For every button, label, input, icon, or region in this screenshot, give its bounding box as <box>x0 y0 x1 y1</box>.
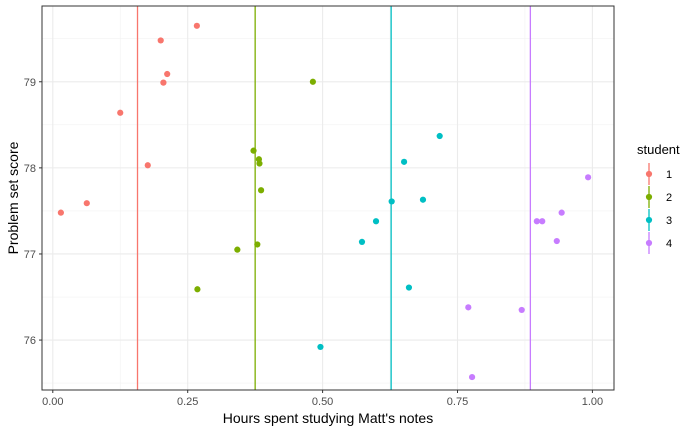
y-tick-label: 78 <box>24 163 36 175</box>
y-tick-label: 77 <box>24 249 36 261</box>
student-4-point <box>584 174 592 181</box>
y-axis-title: Problem set score <box>5 141 21 254</box>
student-2-point <box>256 160 263 167</box>
legend: student 1 2 3 4 <box>637 142 680 254</box>
student-2-point <box>257 187 265 194</box>
student-1-point <box>164 70 171 78</box>
student-mean-lines <box>136 6 532 390</box>
x-axis-ticks: 0.00 0.25 0.50 0.75 1.00 <box>42 390 603 408</box>
panel-border <box>41 5 615 391</box>
student-2-point <box>309 78 316 85</box>
student-1-point <box>160 79 167 86</box>
legend-key-2: 2 <box>645 186 672 208</box>
legend-key-point <box>645 193 653 201</box>
legend-label: 4 <box>666 238 672 250</box>
legend-label: 1 <box>666 169 672 181</box>
legend-title: student <box>637 142 680 157</box>
student-2-point <box>254 241 261 248</box>
student-1-point <box>157 37 164 44</box>
student-4-point <box>465 304 472 311</box>
x-tick-label: 0.50 <box>312 396 333 408</box>
student-3-point <box>436 132 443 140</box>
student-1-point <box>57 209 64 216</box>
student-1-point <box>117 109 124 116</box>
x-tick-label: 0.25 <box>177 396 198 408</box>
student-1-point <box>83 200 90 207</box>
student-1-point <box>193 22 200 29</box>
student-4-point <box>558 209 565 216</box>
student-3-point <box>400 158 408 165</box>
student-4-point <box>553 237 560 245</box>
legend-key-point <box>645 216 653 224</box>
student-3-point <box>358 238 366 246</box>
student-2-point <box>194 286 201 293</box>
student-2-point <box>250 147 257 154</box>
student-4-point <box>533 218 540 225</box>
legend-key-4: 4 <box>645 232 672 254</box>
major-gridlines <box>42 6 614 390</box>
legend-key-1: 1 <box>645 163 672 185</box>
student-4-point <box>539 218 546 225</box>
student-4-point <box>468 373 476 381</box>
y-tick-label: 79 <box>24 77 36 89</box>
data-points <box>57 22 592 381</box>
legend-label: 3 <box>666 215 672 227</box>
x-axis-title: Hours spent studying Matt's notes <box>223 410 433 426</box>
legend-keys: 1 2 3 4 <box>645 163 672 254</box>
legend-key-3: 3 <box>645 209 672 231</box>
student-3-point <box>317 343 324 351</box>
student-3-point <box>405 284 413 291</box>
student-1-point <box>144 162 151 169</box>
x-tick-label: 0.00 <box>42 396 63 408</box>
student-4-point <box>518 306 525 314</box>
student-3-point <box>388 198 395 205</box>
y-tick-label: 76 <box>24 335 36 347</box>
student-2-point <box>234 246 241 253</box>
y-axis-ticks: 76 77 78 79 <box>24 77 42 347</box>
x-tick-label: 1.00 <box>582 396 603 408</box>
x-tick-label: 0.75 <box>447 396 468 408</box>
student-3-point <box>419 196 427 203</box>
student-3-point <box>372 218 380 225</box>
legend-key-point <box>645 170 653 178</box>
legend-label: 2 <box>666 192 672 204</box>
legend-key-point <box>645 239 653 247</box>
